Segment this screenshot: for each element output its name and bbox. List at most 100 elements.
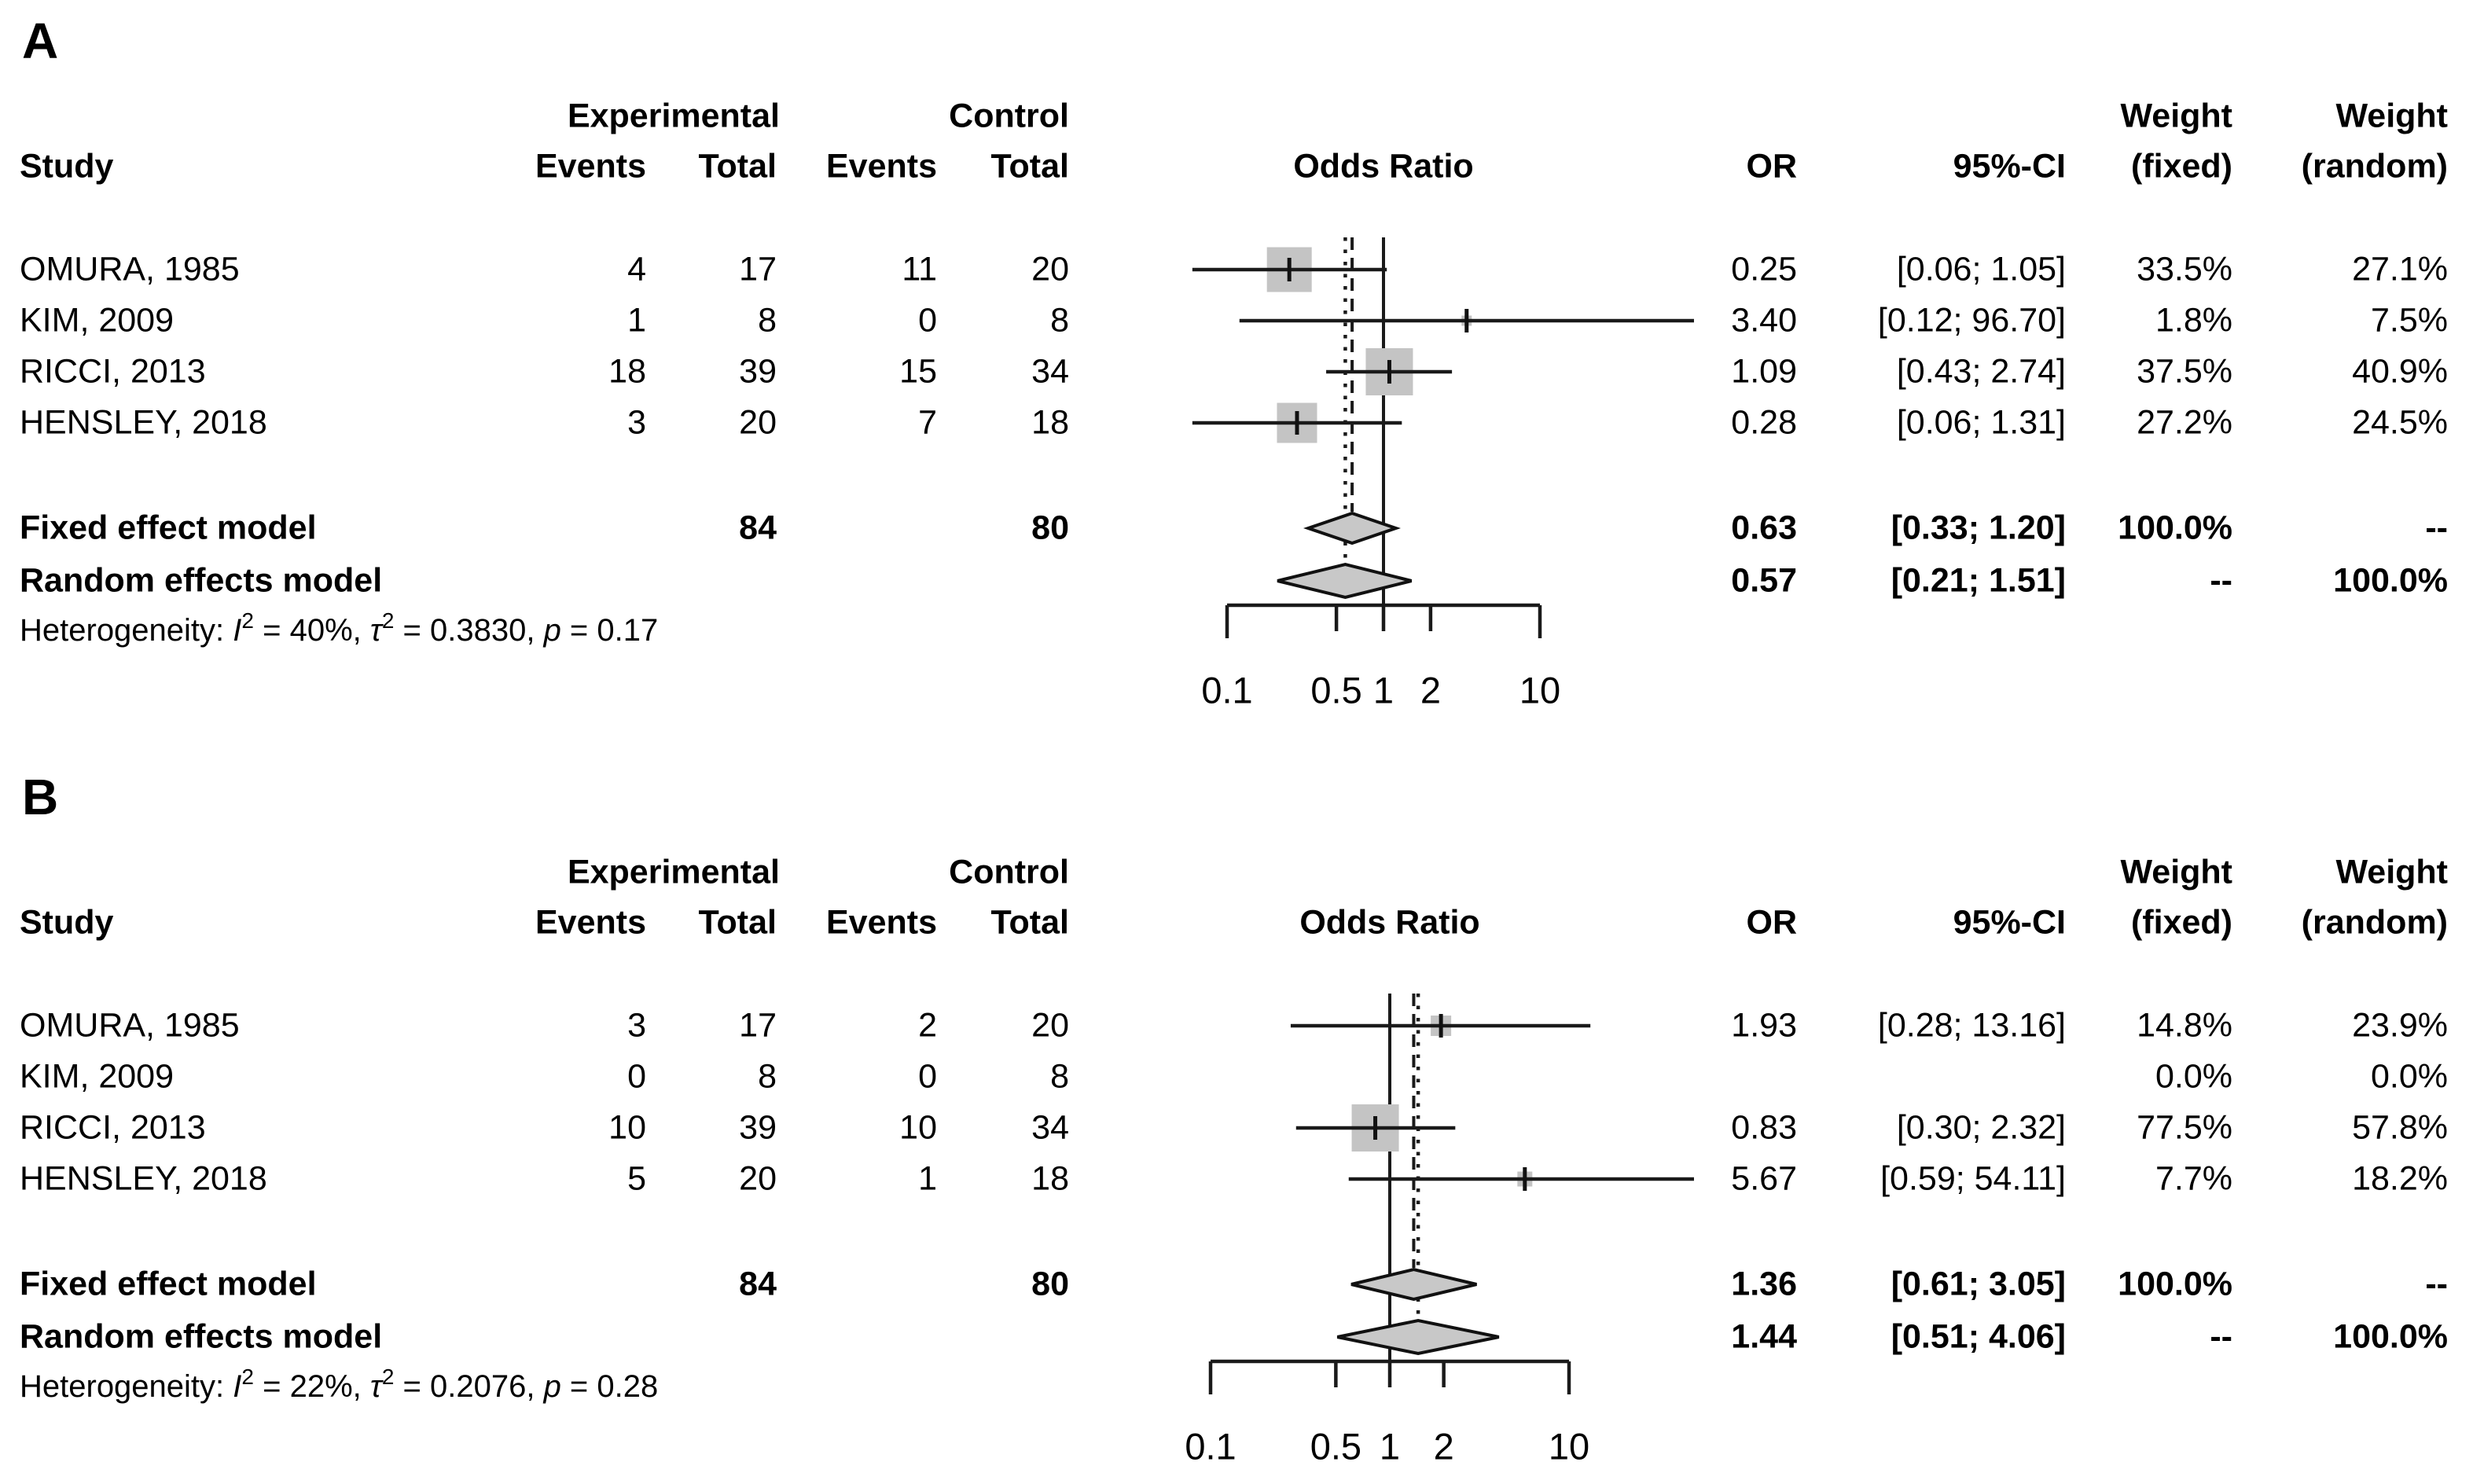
weight-fixed-value: 27.2% xyxy=(2137,403,2232,442)
heterogeneity-part: p xyxy=(543,613,561,648)
col-header-experimental: Experimental xyxy=(567,853,780,891)
exp-total-value: 17 xyxy=(739,1006,777,1045)
exp-total-value: 39 xyxy=(739,1108,777,1147)
fixed-ctrl-total: 80 xyxy=(1031,1265,1069,1303)
weight-fixed-value: 77.5% xyxy=(2137,1108,2232,1147)
x-axis-tick-label: 0.5 xyxy=(1310,1426,1361,1467)
fixed-weight-fixed-value: 100.0% xyxy=(2118,509,2232,547)
heterogeneity-part: 2 xyxy=(381,1365,395,1389)
study-name: RICCI, 2013 xyxy=(20,352,206,391)
study-name: KIM, 2009 xyxy=(20,301,174,340)
fixed-exp-total: 84 xyxy=(739,509,777,547)
fixed-model-label: Fixed effect model xyxy=(20,1265,317,1303)
fixed-effect-diamond xyxy=(1350,1267,1477,1302)
col-header-total-exp: Total xyxy=(698,903,777,942)
exp-total-value: 20 xyxy=(739,403,777,442)
col-header-total-exp: Total xyxy=(698,147,777,186)
ctrl-events-value: 2 xyxy=(918,1006,937,1045)
random-weight-random-value: 100.0% xyxy=(2333,1317,2448,1356)
study-name: HENSLEY, 2018 xyxy=(20,403,267,442)
col-header-weight-random-top: Weight xyxy=(2335,97,2448,135)
exp-events-value: 0 xyxy=(627,1057,646,1096)
random-weight-random-value: 100.0% xyxy=(2333,561,2448,600)
ctrl-events-value: 11 xyxy=(902,250,937,288)
ctrl-total-value: 34 xyxy=(1031,352,1069,391)
or-value: 5.67 xyxy=(1731,1159,1797,1198)
weight-random-value: 23.9% xyxy=(2352,1006,2448,1045)
ctrl-total-value: 34 xyxy=(1031,1108,1069,1147)
heterogeneity-part: = 0.3830, xyxy=(394,613,544,648)
col-header-events-ctrl: Events xyxy=(825,903,937,942)
exp-events-value: 1 xyxy=(627,301,646,340)
fixed-weight-fixed-value: 100.0% xyxy=(2118,1265,2232,1303)
weight-random-value: 18.2% xyxy=(2352,1159,2448,1198)
weight-fixed-value: 0.0% xyxy=(2155,1057,2232,1096)
ctrl-events-value: 0 xyxy=(918,301,937,340)
ctrl-total-value: 8 xyxy=(1050,1057,1069,1096)
exp-total-value: 20 xyxy=(739,1159,777,1198)
fixed-effect-diamond xyxy=(1303,511,1401,545)
heterogeneity-part: = 0.2076, xyxy=(394,1369,544,1404)
heterogeneity-part: = 40%, xyxy=(253,613,370,648)
heterogeneity-part: I xyxy=(233,1369,242,1404)
x-axis-tick-label: 2 xyxy=(1420,670,1441,711)
heterogeneity-part: Heterogeneity: xyxy=(20,1369,233,1404)
heterogeneity-part: = 0.17 xyxy=(560,613,659,648)
x-axis-tick-label: 1 xyxy=(1380,1426,1400,1467)
ctrl-total-value: 20 xyxy=(1031,1006,1069,1045)
col-header-weight-fixed-top: Weight xyxy=(2120,853,2232,891)
weight-fixed-value: 37.5% xyxy=(2137,352,2232,391)
random-model-label: Random effects model xyxy=(20,561,383,600)
col-header-study: Study xyxy=(20,147,114,186)
panel-label-b: B xyxy=(22,769,59,825)
or-value: 0.25 xyxy=(1731,250,1797,288)
or-value: 0.28 xyxy=(1731,403,1797,442)
ctrl-events-value: 7 xyxy=(918,403,937,442)
heterogeneity-part: p xyxy=(543,1369,561,1404)
heterogeneity-part: = 0.28 xyxy=(560,1369,659,1404)
x-axis-tick-label: 0.5 xyxy=(1310,670,1361,711)
weight-random-value: 7.5% xyxy=(2370,301,2448,340)
exp-events-value: 5 xyxy=(627,1159,646,1198)
x-axis-tick-label: 0.1 xyxy=(1201,670,1252,711)
random-weight-fixed-value: -- xyxy=(2210,561,2232,600)
x-axis-tick-label: 0.1 xyxy=(1185,1426,1236,1467)
col-header-experimental: Experimental xyxy=(567,97,780,135)
exp-events-value: 3 xyxy=(627,403,646,442)
col-header-odds-ratio: Odds Ratio xyxy=(1293,147,1474,186)
study-name: OMURA, 1985 xyxy=(20,1006,240,1045)
weight-random-value: 0.0% xyxy=(2370,1057,2448,1096)
col-header-weight-random-top: Weight xyxy=(2335,853,2448,891)
or-value: 1.09 xyxy=(1731,352,1797,391)
col-header-control: Control xyxy=(949,853,1069,891)
weight-random-value: 27.1% xyxy=(2352,250,2448,288)
weight-random-value: 40.9% xyxy=(2352,352,2448,391)
fixed-ci-value: [0.61; 3.05] xyxy=(1891,1265,2066,1303)
study-name: OMURA, 1985 xyxy=(20,250,240,288)
ci-value: [0.30; 2.32] xyxy=(1896,1108,2066,1147)
ctrl-total-value: 18 xyxy=(1031,403,1069,442)
ci-value: [0.06; 1.31] xyxy=(1896,403,2066,442)
fixed-exp-total: 84 xyxy=(739,1265,777,1303)
random-effects-diamond xyxy=(1336,1318,1500,1356)
col-header-ci: 95%-CI xyxy=(1953,147,2066,186)
fixed-ctrl-total: 80 xyxy=(1031,509,1069,547)
heterogeneity-text: Heterogeneity: I2 = 40%, τ2 = 0.3830, p … xyxy=(20,610,659,648)
col-header-or: OR xyxy=(1746,903,1798,942)
col-header-or: OR xyxy=(1746,147,1798,186)
random-weight-fixed-value: -- xyxy=(2210,1317,2232,1356)
ci-value: [0.43; 2.74] xyxy=(1896,352,2066,391)
weight-random-value: 57.8% xyxy=(2352,1108,2448,1147)
col-header-events-exp: Events xyxy=(535,903,646,942)
col-header-weight-random: (random) xyxy=(2301,147,2448,186)
exp-events-value: 10 xyxy=(608,1108,646,1147)
x-axis-tick-label: 2 xyxy=(1434,1426,1454,1467)
heterogeneity-part: τ xyxy=(369,1369,382,1404)
fixed-or-value: 1.36 xyxy=(1731,1265,1797,1303)
heterogeneity-part: 2 xyxy=(241,1365,254,1389)
fixed-weight-random-value: -- xyxy=(2425,1265,2448,1303)
heterogeneity-part: 2 xyxy=(381,608,395,633)
random-or-value: 1.44 xyxy=(1731,1317,1797,1356)
col-header-events-ctrl: Events xyxy=(825,147,937,186)
